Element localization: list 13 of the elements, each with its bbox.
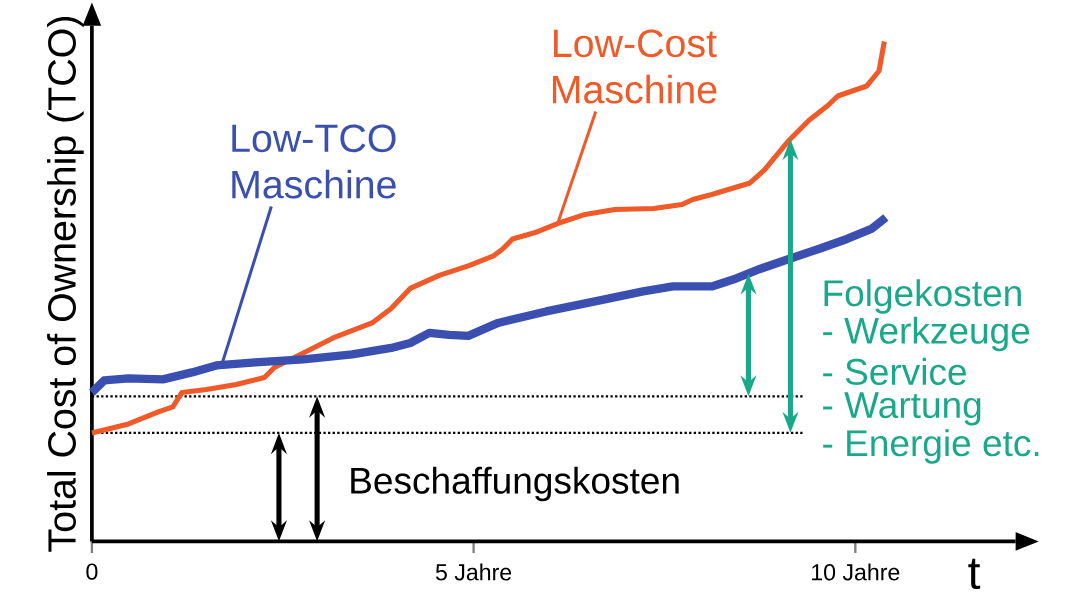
text: Low-TCO Maschine	[232, 124, 396, 199]
annotation: Beschaffungskosten	[351, 466, 679, 502]
annotation: - Service	[823, 357, 966, 386]
x-tick-label: 10 Jahre	[812, 563, 900, 581]
annotation: - Werkzeuge	[823, 316, 1030, 352]
annotation: - Wartung	[823, 392, 981, 426]
text: Low-Cost Maschine	[552, 29, 717, 104]
y-axis-title: Total Cost of Ownership (TCO)	[47, 17, 84, 552]
x-tick-label: 0	[86, 563, 98, 580]
annotation: - Energie etc.	[823, 429, 1039, 464]
x-axis-title: t	[968, 559, 981, 590]
annotation: Folgekosten	[824, 279, 1021, 314]
x-tick-label: 5 Jahre	[435, 563, 512, 581]
